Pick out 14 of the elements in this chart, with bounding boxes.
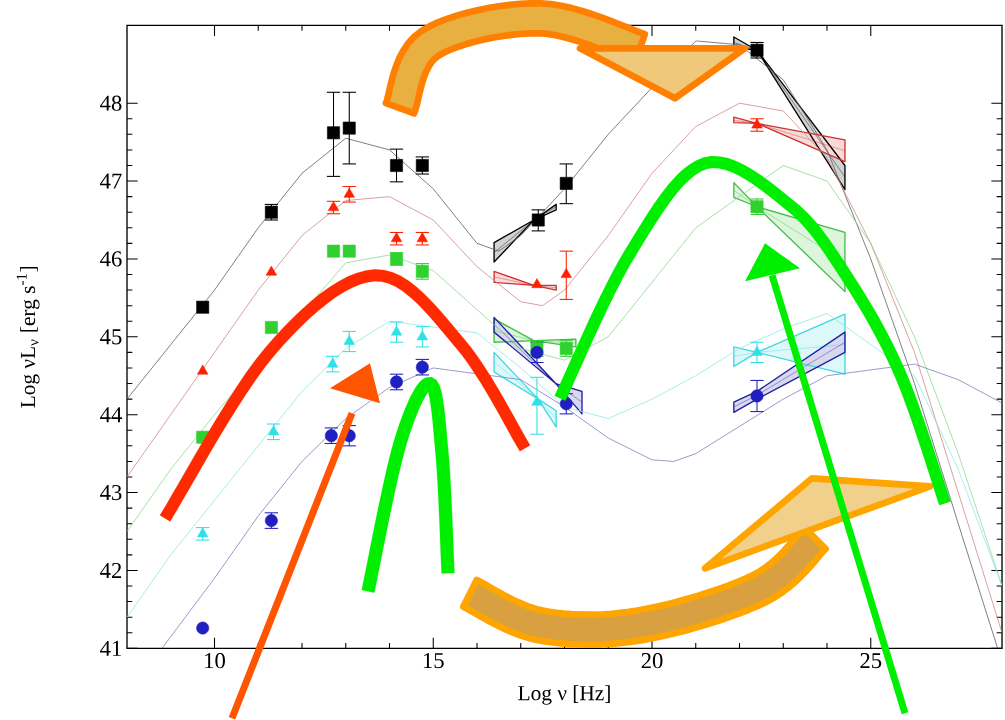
- y-tick-label: 44: [100, 407, 122, 423]
- y-tick-label: 48: [100, 95, 122, 112]
- y-tick-label: 47: [100, 173, 122, 189]
- x-tick-label: 10: [205, 653, 225, 669]
- y-tick-label: 45: [100, 329, 122, 345]
- y-axis-title: Log νL$_{ν}$ [erg s$^{-1}$]: [16, 267, 40, 408]
- y-tick-label: 46: [100, 251, 122, 267]
- y-tick-label: 42: [100, 563, 122, 579]
- x-tick-label: 15: [423, 653, 444, 669]
- y-tick-label: 41: [100, 641, 121, 656]
- x-axis-title: Log ν [Hz]: [518, 685, 610, 705]
- y-tick-label: 43: [100, 485, 122, 501]
- x-tick-label: 25: [860, 653, 882, 669]
- x-tick-label: 20: [641, 653, 663, 669]
